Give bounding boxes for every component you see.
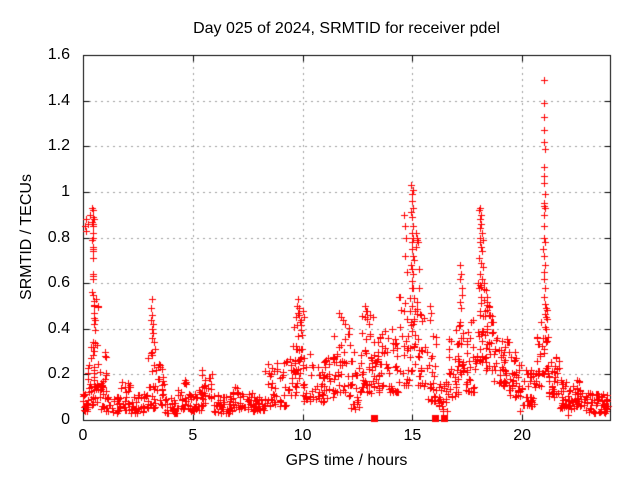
y-tick-label: 1.2 [47,137,70,155]
y-tick-label: 1 [61,182,70,200]
y-tick-label: 0.8 [47,228,70,246]
y-tick-label: 1.4 [47,91,70,109]
x-tick-label: 20 [513,427,532,444]
x-tick-label: 15 [403,427,422,444]
x-tick-label: 5 [188,427,198,444]
y-tick-label: 1.6 [47,46,70,63]
x-tick-label: 0 [78,427,88,444]
y-tick-label: 0.6 [47,274,70,292]
chart-title: Day 025 of 2024, SRMTID for receiver pde… [193,20,500,37]
y-tick-label: 0 [61,411,70,428]
y-tick-label: 0.4 [47,319,70,337]
x-axis-label: GPS time / hours [285,452,408,469]
x-tick-label: 10 [293,427,312,444]
y-tick-label: 0.2 [47,365,70,383]
